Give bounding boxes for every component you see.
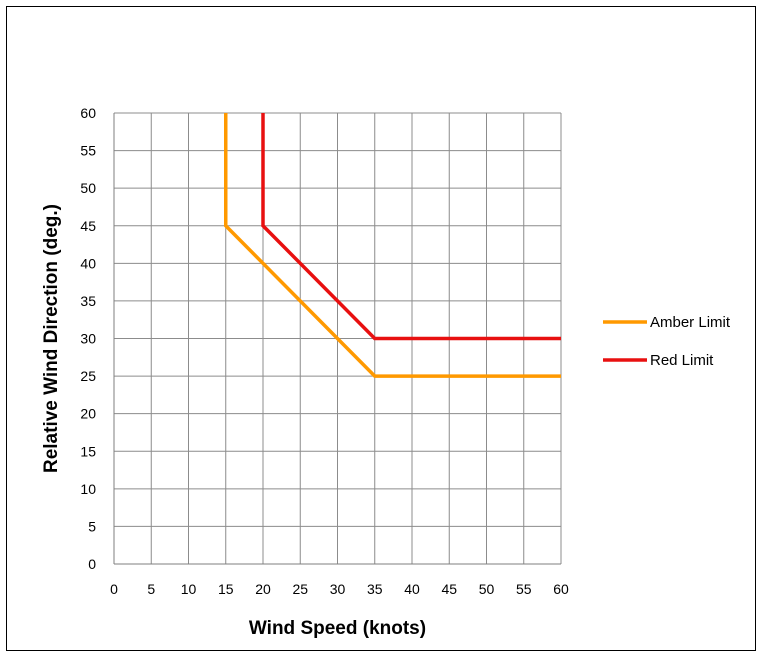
y-tick-label: 30 <box>80 331 96 347</box>
y-tick-label: 55 <box>80 143 96 159</box>
x-tick-label: 55 <box>516 581 532 597</box>
y-tick-label: 45 <box>80 218 96 234</box>
y-tick-label: 15 <box>80 443 96 459</box>
y-tick-label: 20 <box>80 406 96 422</box>
y-tick-label: 25 <box>80 368 96 384</box>
x-tick-label: 45 <box>441 581 457 597</box>
y-tick-label: 60 <box>80 105 96 121</box>
x-tick-label: 20 <box>255 581 271 597</box>
y-tick-label: 10 <box>80 481 96 497</box>
x-tick-label: 5 <box>147 581 155 597</box>
x-axis-title: Wind Speed (knots) <box>249 618 426 639</box>
y-tick-label: 0 <box>88 556 96 572</box>
y-tick-labels: 0 5 10 15 20 25 30 35 40 45 50 55 60 <box>80 105 96 572</box>
legend-label-red-limit: Red Limit <box>650 352 714 369</box>
x-tick-labels: 0 5 10 15 20 25 30 35 40 45 50 55 60 <box>110 581 569 597</box>
series-line-amber-limit <box>224 113 561 378</box>
series-lines <box>224 113 561 378</box>
x-tick-label: 0 <box>110 581 118 597</box>
x-tick-label: 50 <box>479 581 495 597</box>
x-tick-label: 10 <box>181 581 197 597</box>
y-tick-label: 35 <box>80 293 96 309</box>
x-tick-label: 30 <box>330 581 346 597</box>
y-tick-label: 50 <box>80 180 96 196</box>
x-tick-label: 60 <box>553 581 569 597</box>
y-axis-title: Relative Wind Direction (deg.) <box>41 204 62 473</box>
x-tick-label: 40 <box>404 581 420 597</box>
series-line-red-limit <box>261 113 561 341</box>
legend-label-amber-limit: Amber Limit <box>650 314 731 331</box>
legend: Amber Limit Red Limit <box>603 314 731 369</box>
x-tick-label: 15 <box>218 581 234 597</box>
x-tick-label: 35 <box>367 581 383 597</box>
y-tick-label: 40 <box>80 255 96 271</box>
x-tick-label: 25 <box>292 581 308 597</box>
y-tick-label: 5 <box>88 518 96 534</box>
